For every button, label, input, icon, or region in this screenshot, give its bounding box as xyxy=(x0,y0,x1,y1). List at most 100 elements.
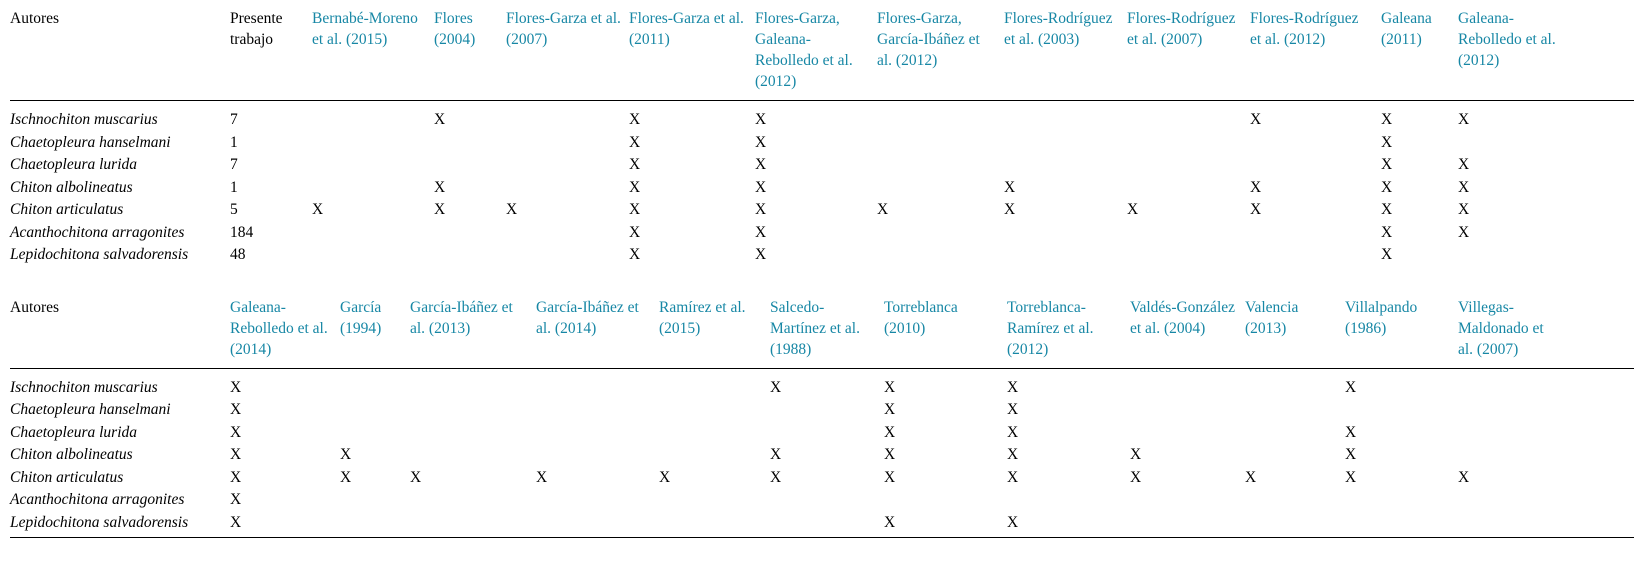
citation-link-column-header[interactable]: Galeana (2011) xyxy=(1381,8,1458,101)
citation-link-column-header[interactable]: Flores-Garza, García-Ibáñez et al. (2012… xyxy=(877,8,1004,101)
occurrence-cell: X xyxy=(1458,468,1470,486)
occurrence-cell: X xyxy=(755,156,767,173)
citation-link-column-header[interactable]: Valencia (2013) xyxy=(1245,296,1345,369)
occurrence-cell: X xyxy=(340,446,352,463)
occurrence-cell xyxy=(1458,132,1634,155)
occurrence-cell: X xyxy=(884,511,1007,538)
citation-link-column-header[interactable]: Bernabé-Moreno et al. (2015) xyxy=(312,8,434,101)
occurrence-cell xyxy=(659,511,770,538)
occurrence-cell xyxy=(312,177,434,200)
occurrence-cell: X xyxy=(877,201,889,218)
citation-link-column-header[interactable]: Flores-Rodríguez et al. (2003) xyxy=(1004,8,1127,101)
species-row: Chiton albolineatus X X X X X X X xyxy=(10,444,1634,467)
occurrence-cell xyxy=(1458,489,1634,512)
occurrence-cell: X xyxy=(1007,446,1019,463)
occurrence-cell: X xyxy=(755,246,767,263)
occurrence-cell: X xyxy=(340,468,352,486)
occurrence-cell: X xyxy=(1381,178,1393,196)
citation-link-column-header[interactable]: Torreblanca (2010) xyxy=(884,296,1007,369)
occurrence-cell: X xyxy=(770,468,782,486)
species-name: Chiton articulatus xyxy=(10,201,124,218)
occurrence-cell: 1 xyxy=(230,133,238,151)
occurrence-cell xyxy=(506,154,629,177)
occurrence-cell xyxy=(659,368,770,399)
occurrence-cell xyxy=(659,422,770,445)
occurrence-cell xyxy=(1004,154,1127,177)
occurrence-cell: X xyxy=(1458,201,1470,218)
occurrence-cell: X xyxy=(1458,156,1470,173)
occurrence-cell xyxy=(659,444,770,467)
citation-link-column-header[interactable]: Galeana-Rebolledo et al. (2014) xyxy=(230,296,340,369)
citation-link-column-header[interactable]: Torreblanca-Ramírez et al. (2012) xyxy=(1007,296,1130,369)
citation-link-column-header[interactable]: Galeana-Rebolledo et al. (2012) xyxy=(1458,8,1634,101)
citation-link-column-header[interactable]: Salcedo-Martínez et al. (1988) xyxy=(770,296,884,369)
occurrence-cell xyxy=(1130,399,1245,422)
occurrence-cell xyxy=(1345,399,1458,422)
occurrence-cell: X xyxy=(1250,178,1262,196)
occurrence-cell xyxy=(506,132,629,155)
row-label-header: Autores xyxy=(10,8,230,101)
citation-link-column-header[interactable]: Ramírez et al. (2015) xyxy=(659,296,770,369)
occurrence-cell xyxy=(1250,154,1381,177)
citation-link-column-header[interactable]: Villalpando (1986) xyxy=(1345,296,1458,369)
occurrence-cell xyxy=(536,368,659,399)
occurrence-cell xyxy=(1458,244,1634,267)
occurrence-cell xyxy=(877,177,1004,200)
citation-link-column-header[interactable]: Flores-Garza et al. (2011) xyxy=(629,8,755,101)
species-name: Ischnochiton muscarius xyxy=(10,111,158,128)
species-row: Ischnochiton muscarius X X X X X xyxy=(10,368,1634,399)
citation-link-column-header[interactable]: Flores (2004) xyxy=(434,8,506,101)
occurrence-cell: X xyxy=(1381,223,1393,241)
occurrence-cell xyxy=(536,422,659,445)
species-name: Chiton albolineatus xyxy=(10,446,133,463)
species-row: Chiton articulatus 5 X X X X X X X X X X X xyxy=(10,199,1634,222)
occurrence-cell: X xyxy=(536,468,548,486)
species-row: Chaetopleura lurida 7 X X X X xyxy=(10,154,1634,177)
occurrence-cell: X xyxy=(629,223,641,241)
occurrence-cell xyxy=(659,399,770,422)
occurrence-cell: X xyxy=(434,111,446,128)
occurrence-cell: X xyxy=(755,201,767,218)
citation-link-column-header[interactable]: Villegas-Maldonado et al. (2007) xyxy=(1458,296,1634,369)
occurrence-cell xyxy=(1004,244,1127,267)
occurrence-cell: X xyxy=(410,468,422,486)
citation-link-column-header[interactable]: García-Ibáñez et al. (2014) xyxy=(536,296,659,369)
citation-link-column-header[interactable]: Flores-Rodríguez et al. (2007) xyxy=(1127,8,1250,101)
occurrence-cell xyxy=(312,132,434,155)
records-table-top-container: Autores Presente trabajo Bernabé-Moreno et… xyxy=(10,8,1634,267)
occurrence-cell: X xyxy=(755,223,767,241)
occurrence-cell xyxy=(1245,368,1345,399)
citation-link-column-header[interactable]: Flores-Garza et al. (2007) xyxy=(506,8,629,101)
citation-link-column-header[interactable]: Flores-Rodríguez et al. (2012) xyxy=(1250,8,1381,101)
occurrence-cell xyxy=(770,511,884,538)
occurrence-cell xyxy=(1245,489,1345,512)
occurrence-cell xyxy=(877,132,1004,155)
occurrence-cell xyxy=(877,222,1004,245)
occurrence-cell: X xyxy=(755,111,767,128)
occurrence-cell: X xyxy=(755,178,767,196)
occurrence-cell xyxy=(1245,444,1345,467)
occurrence-cell: X xyxy=(629,178,641,196)
citation-link-column-header[interactable]: Flores-Garza, Galeana-Rebolledo et al. (… xyxy=(755,8,877,101)
occurrence-cell xyxy=(1458,368,1634,399)
occurrence-cell: X xyxy=(1127,201,1139,218)
occurrence-cell: 184 xyxy=(230,223,254,241)
citation-link-column-header[interactable]: García-Ibáñez et al. (2013) xyxy=(410,296,536,369)
occurrence-cell: X xyxy=(1007,378,1019,396)
occurrence-cell xyxy=(506,222,629,245)
occurrence-cell: X xyxy=(230,491,242,508)
occurrence-cell xyxy=(410,368,536,399)
occurrence-cell xyxy=(536,489,659,512)
header-row: Autores Galeana-Rebolledo et al. (2014) Ga… xyxy=(10,296,1634,369)
citation-link-column-header[interactable]: García (1994) xyxy=(340,296,410,369)
citation-link-column-header[interactable]: Valdés-González et al. (2004) xyxy=(1130,296,1245,369)
species-name: Acanthochitona arragonites xyxy=(10,491,185,508)
occurrence-cell: X xyxy=(629,111,641,128)
occurrence-cell xyxy=(770,399,884,422)
species-name: Chaetopleura hanselmani xyxy=(10,133,171,151)
occurrence-cell xyxy=(1250,244,1381,267)
occurrence-cell: 5 xyxy=(230,201,238,218)
occurrence-cell xyxy=(312,101,434,132)
occurrence-cell: X xyxy=(1458,111,1470,128)
occurrence-cell: X xyxy=(230,468,242,486)
